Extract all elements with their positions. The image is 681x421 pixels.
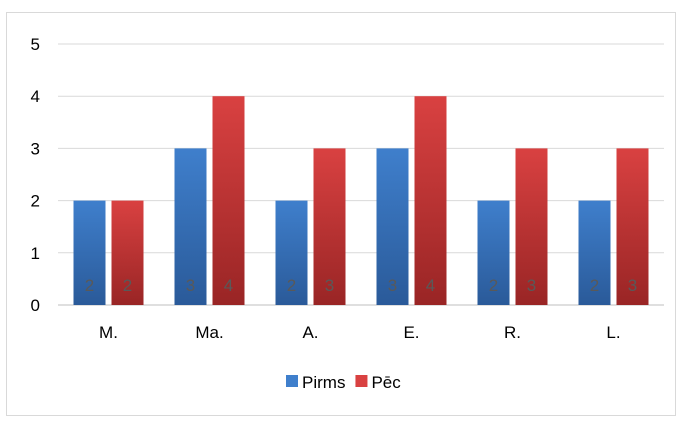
data-label: 2 [123,276,132,295]
data-label: 3 [186,276,195,295]
bar-pirms-2 [275,200,308,305]
bar-pirms-5 [578,200,611,305]
x-axis-ticks: M. Ma. A. E. R. L. [99,323,621,342]
data-label: 2 [85,276,94,295]
data-label: 3 [388,276,397,295]
legend-swatch [286,375,298,387]
y-tick-label: 1 [31,244,40,263]
bar-pirms-4 [477,200,510,305]
x-tick-label: L. [606,323,620,342]
data-label: 3 [628,276,637,295]
bar-pec-5 [616,148,649,305]
y-tick-label: 5 [31,35,40,54]
grid-lines [58,43,664,306]
bar-pec-3 [414,96,447,305]
data-label: 3 [527,276,536,295]
bar-pec-4 [515,148,548,305]
y-tick-label: 4 [31,87,40,106]
legend: Pirms Pēc [286,373,401,392]
x-tick-label: R. [504,323,521,342]
y-tick-label: 0 [31,296,40,315]
x-tick-label: M. [99,323,118,342]
y-axis-ticks: 0 1 2 3 4 5 [31,35,40,315]
y-tick-label: 2 [31,192,40,211]
data-label: 4 [426,276,435,295]
data-label: 4 [224,276,233,295]
x-tick-label: E. [403,323,419,342]
bar-pirms-0 [73,200,106,305]
data-labels: 2 2 3 4 2 3 3 4 2 3 2 3 [85,276,637,295]
bar-pec-2 [313,148,346,305]
legend-label: Pēc [371,373,401,392]
bar-pec-1 [212,96,245,305]
bar-pec-0 [111,200,144,305]
data-label: 2 [489,276,498,295]
x-tick-label: A. [302,323,318,342]
legend-swatch [355,375,368,387]
x-tick-label: Ma. [195,323,223,342]
bar-pirms-3 [376,148,409,305]
data-label: 3 [325,276,334,295]
bars [73,96,649,305]
data-label: 2 [287,276,296,295]
legend-label: Pirms [302,373,345,392]
y-tick-label: 3 [31,139,40,158]
bar-pirms-1 [174,148,207,305]
data-label: 2 [590,276,599,295]
